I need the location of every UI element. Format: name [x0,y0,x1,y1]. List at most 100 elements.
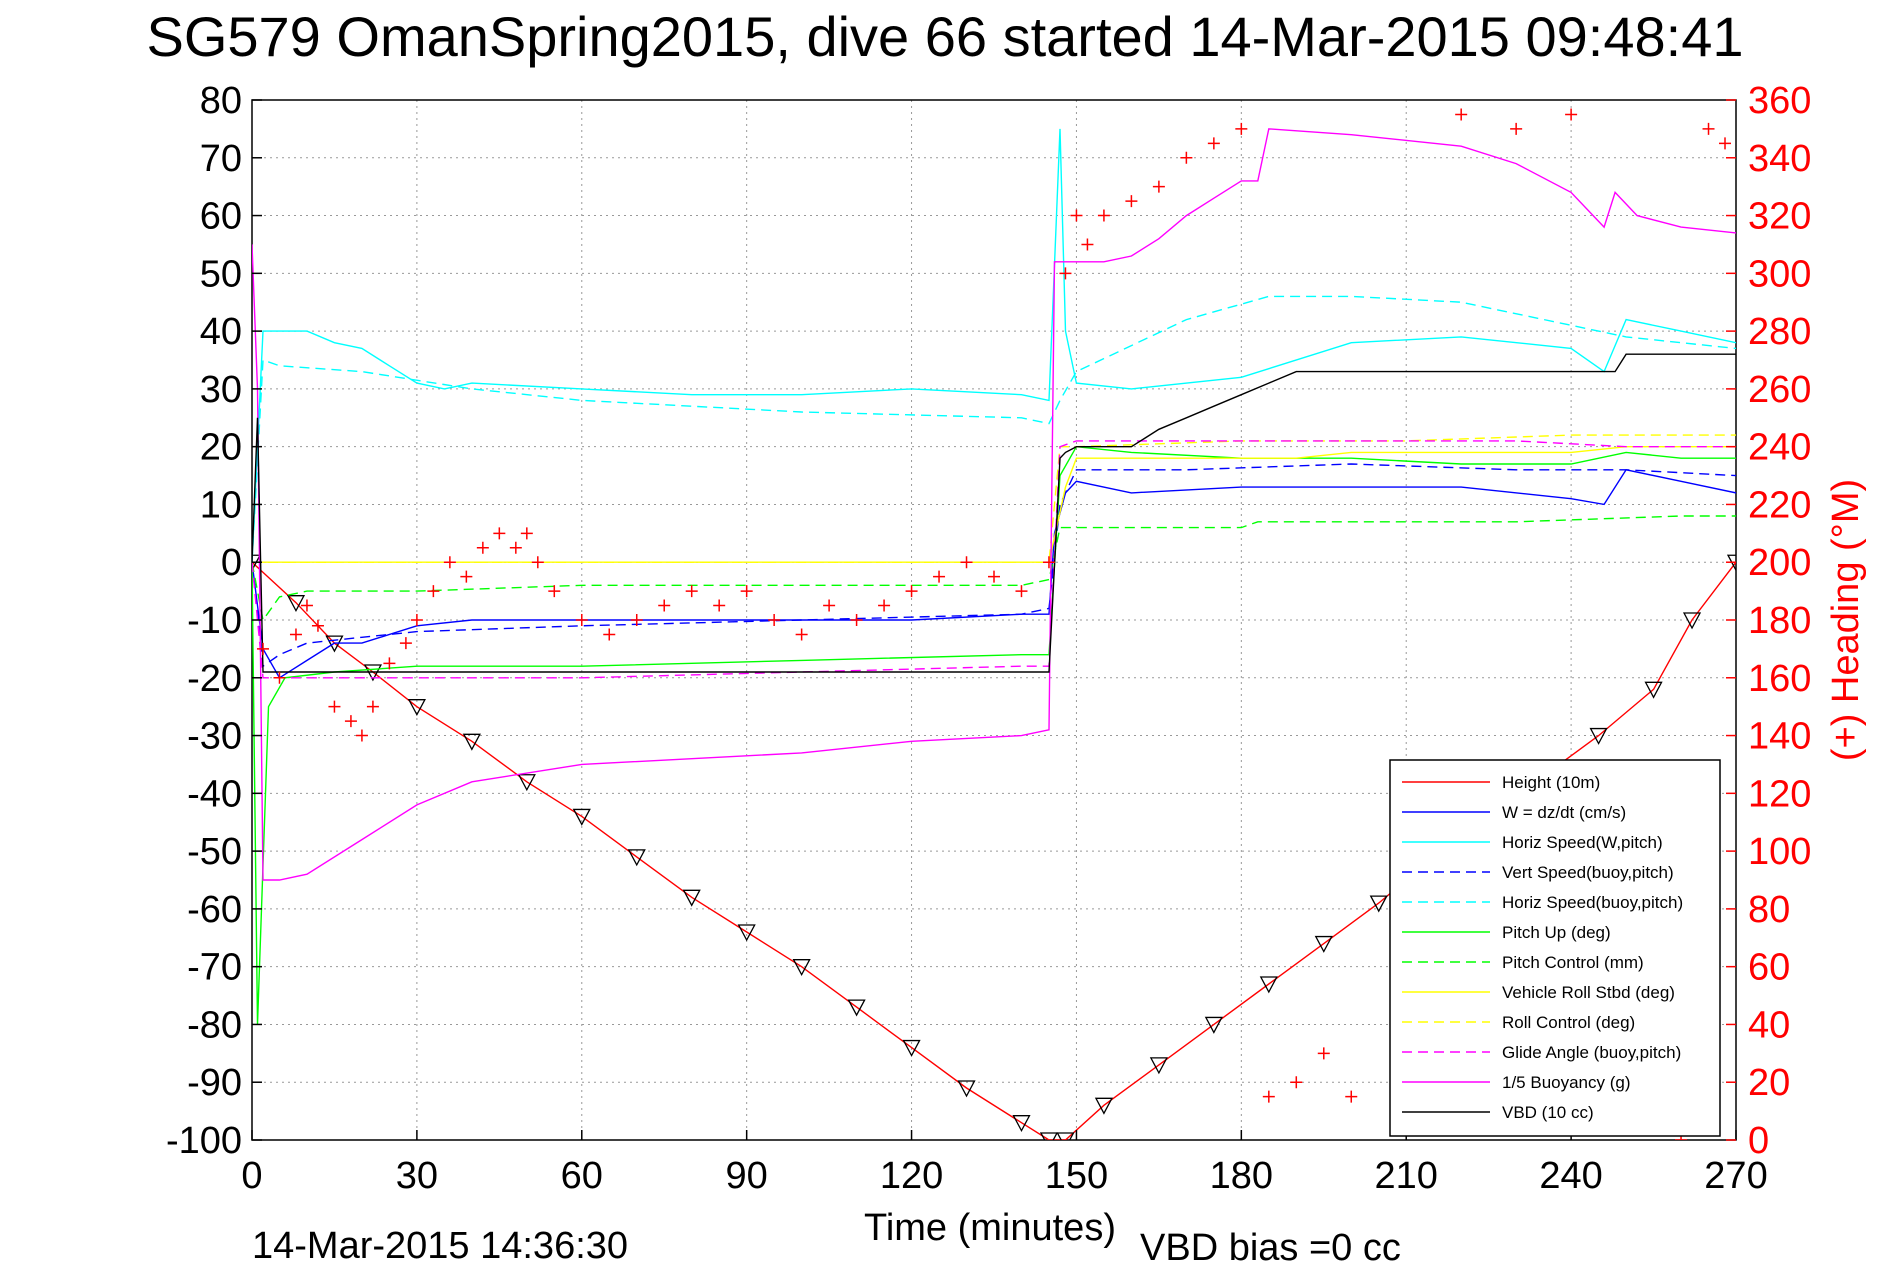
height-marker [1056,1132,1075,1140]
heading-marker [1702,122,1715,135]
heading-marker [1081,238,1094,251]
footer-timestamp: 14-Mar-2015 14:36:30 [252,1225,628,1262]
heading-marker [905,585,918,598]
legend-label: Vert Speed(buoy,pitch) [1502,863,1674,882]
heading-marker [1455,108,1468,121]
y-tick-label: -80 [187,1004,242,1046]
y-tick-label: -20 [187,658,242,700]
height-marker [682,889,701,907]
y-tick-label: -50 [187,831,242,873]
chart-title: SG579 OmanSpring2015, dive 66 started 14… [146,5,1743,68]
height-marker [286,595,306,613]
x-tick-label: 150 [1045,1155,1108,1197]
heading-marker [476,541,489,554]
y-tick-label: -60 [187,889,242,931]
x-tick-label: 90 [726,1155,768,1197]
height-marker [902,1039,921,1057]
y2-tick-label: 340 [1748,138,1811,180]
height-marker [1149,1057,1168,1075]
y2-tick-label: 120 [1748,773,1811,815]
heading-marker [1180,151,1193,164]
height-marker [1039,1132,1059,1140]
y-tick-label: 0 [221,542,242,584]
heading-marker [850,614,863,626]
heading-marker [427,585,440,598]
heading-marker [548,585,561,598]
x-axis-label: Time (minutes) [864,1207,1116,1249]
heading-marker [823,599,836,612]
heading-marker [1015,585,1028,598]
heading-marker [1345,1090,1358,1103]
series-vbd [252,353,1736,673]
legend-label: 1/5 Buoyancy (g) [1502,1073,1631,1092]
x-tick-label: 240 [1539,1155,1602,1197]
y2-tick-label: 80 [1748,889,1790,931]
heading-marker [988,570,1000,583]
legend-label: VBD (10 cc) [1502,1103,1594,1122]
heading-marker [289,628,302,641]
y2-tick-label: 360 [1748,80,1811,122]
heading-marker [713,599,726,612]
heading-marker [383,657,396,670]
legend-label: Pitch Control (mm) [1502,953,1644,972]
height-marker [1369,895,1388,913]
legend-label: Pitch Up (deg) [1502,923,1611,942]
heading-marker [509,541,522,554]
series-buoy [252,128,1736,881]
heading-marker [328,700,341,713]
heading-marker [1207,137,1220,150]
heading-marker [355,729,368,742]
legend-label: Vehicle Roll Stbd (deg) [1502,983,1675,1002]
heading-marker [273,671,286,684]
legend-label: W = dz/dt (cm/s) [1502,803,1626,822]
heading-marker [740,585,753,598]
heading-marker [1317,1047,1330,1060]
y-tick-label: 10 [200,484,242,526]
heading-marker [410,614,423,626]
legend-label: Glide Angle (buoy,pitch) [1502,1043,1681,1062]
heading-marker [443,556,456,569]
heading-marker [878,599,891,612]
heading-marker [311,619,324,632]
legend-label: Height (10m) [1502,773,1600,792]
legend-label: Horiz Speed(buoy,pitch) [1502,893,1683,912]
heading-marker [531,556,544,569]
heading-marker [1042,556,1055,569]
y2-tick-label: 260 [1748,369,1811,411]
y2-tick-label: 280 [1748,311,1811,353]
heading-marker [1097,209,1110,222]
heading-marker [658,599,671,612]
x-tick-label: 30 [396,1155,438,1197]
y2-tick-label: 240 [1748,427,1811,469]
heading-marker [1565,108,1578,121]
y-tick-label: -10 [187,600,242,642]
y2-tick-label: 180 [1748,600,1811,642]
y2-tick-label: 20 [1748,1062,1790,1104]
y2-tick-label: 160 [1748,658,1811,700]
heading-marker [1262,1090,1275,1103]
height-marker [1682,612,1702,630]
y2-tick-label: 100 [1748,831,1811,873]
y2-tick-label: 200 [1748,542,1811,584]
height-marker [1314,935,1333,953]
heading-marker [575,614,588,626]
height-marker [572,808,591,826]
height-marker [792,959,811,977]
y-tick-label: 60 [200,196,242,238]
y-tick-label: 30 [200,369,242,411]
x-tick-label: 270 [1704,1155,1767,1197]
heading-marker [1059,267,1072,280]
heading-marker [300,599,313,612]
y-tick-label: 80 [200,80,242,122]
height-marker [847,999,866,1017]
heading-marker [1719,137,1732,150]
heading-marker [768,614,781,626]
y2-tick-label: 0 [1748,1120,1769,1162]
heading-marker [344,715,357,728]
tick-labels: 0 30 60 90 120 150 180 210 240 270 80 70 60 50 40 30 20 1… [166,80,1811,1197]
x-tick-label: 60 [561,1155,603,1197]
y-tick-label: -70 [187,947,242,989]
heading-marker [685,585,698,598]
right-axis-label: (+) Heading (°M) [1825,479,1867,761]
